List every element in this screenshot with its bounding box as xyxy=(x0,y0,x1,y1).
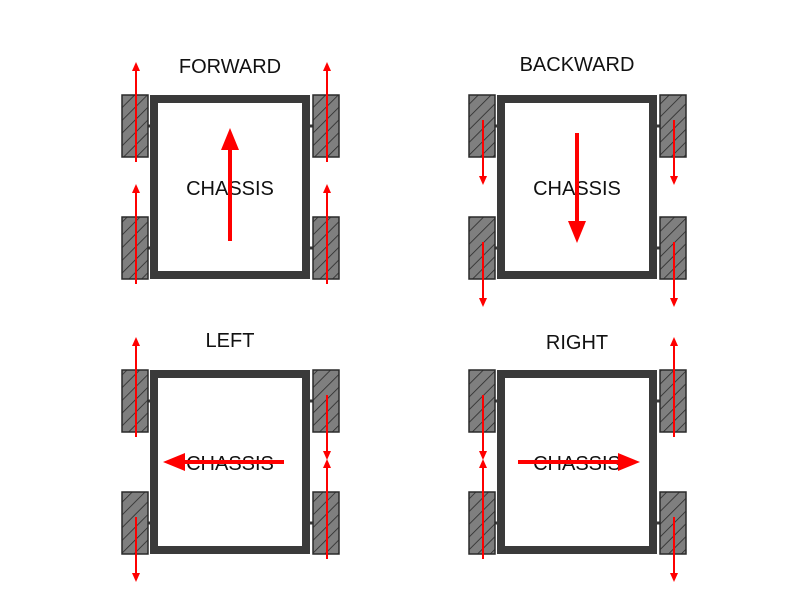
wheel-front-left xyxy=(468,94,496,185)
wheel-direction-arrow xyxy=(323,184,331,284)
wheel-direction-arrow xyxy=(670,517,678,582)
wheel-front-right xyxy=(659,94,687,185)
panel-title: RIGHT xyxy=(546,332,608,354)
wheel-direction-arrow xyxy=(670,337,678,437)
wheel-rear-right xyxy=(312,184,340,284)
wheel-direction-arrow xyxy=(479,395,487,460)
wheel-rear-left xyxy=(468,216,496,307)
wheel-rear-left xyxy=(121,184,149,284)
motion-arrow xyxy=(163,453,284,471)
panel-title: FORWARD xyxy=(179,56,281,78)
wheel-front-right xyxy=(659,337,687,437)
wheel-direction-arrow xyxy=(132,337,140,437)
wheel-direction-arrow xyxy=(323,459,331,559)
wheel-front-right xyxy=(312,369,340,460)
panel-backward: BACKWARDCHASSIS xyxy=(468,54,687,307)
wheel-direction-arrow xyxy=(323,62,331,162)
wheel-rear-right xyxy=(659,216,687,307)
wheel-front-left xyxy=(121,337,149,437)
motion-arrow xyxy=(568,133,586,243)
panel-right: RIGHTCHASSIS xyxy=(468,332,687,582)
wheel-direction-arrow xyxy=(132,62,140,162)
panel-forward: FORWARDCHASSIS xyxy=(121,56,340,284)
panel-left: LEFTCHASSIS xyxy=(121,330,340,582)
panel-title: BACKWARD xyxy=(520,54,635,76)
wheel-rear-right xyxy=(659,491,687,582)
wheel-direction-arrow xyxy=(323,395,331,460)
wheel-direction-arrow xyxy=(479,242,487,307)
wheel-rear-left xyxy=(121,491,149,582)
wheel-direction-arrow xyxy=(479,459,487,559)
motion-arrow xyxy=(518,453,640,471)
wheel-direction-arrow xyxy=(479,120,487,185)
wheel-direction-arrow xyxy=(670,242,678,307)
wheel-direction-arrow xyxy=(670,120,678,185)
wheel-direction-arrow xyxy=(132,517,140,582)
motion-arrow xyxy=(221,128,239,241)
wheel-rear-right xyxy=(312,459,340,559)
panel-title: LEFT xyxy=(206,330,255,352)
wheel-direction-arrow xyxy=(132,184,140,284)
wheel-front-left xyxy=(468,369,496,460)
wheel-rear-left xyxy=(468,459,496,559)
wheel-front-right xyxy=(312,62,340,162)
wheel-front-left xyxy=(121,62,149,162)
